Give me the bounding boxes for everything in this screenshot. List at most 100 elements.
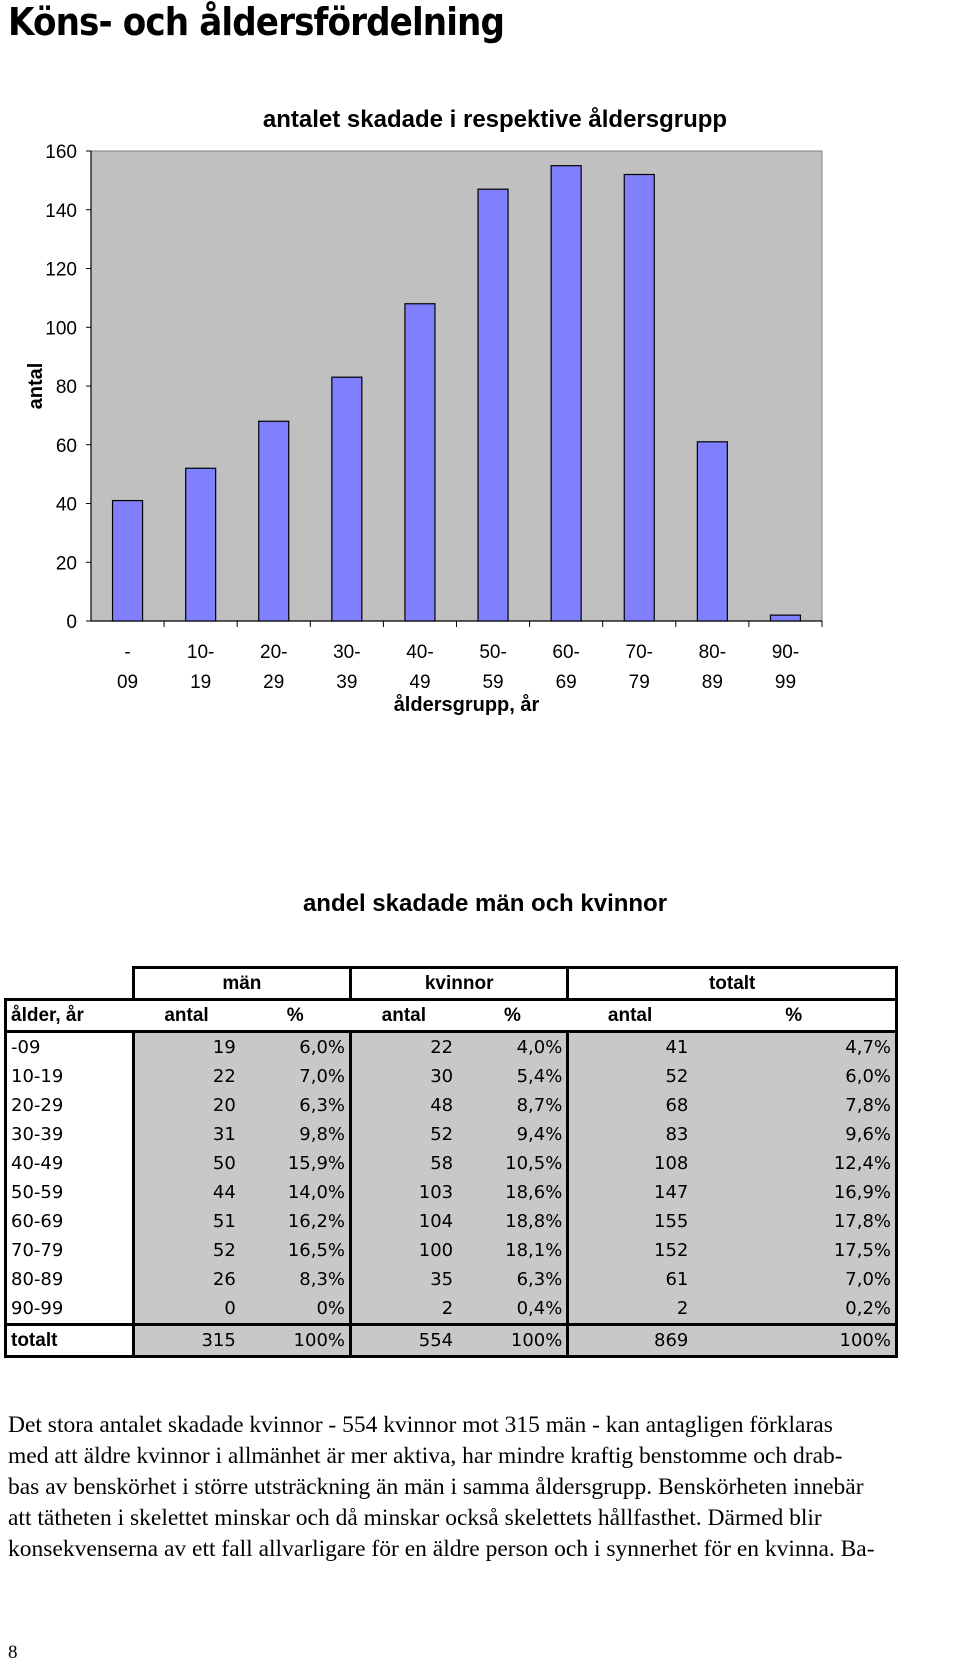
table-cell-value: 4,0% [457,1030,568,1062]
column-header-age: ålder, år [4,998,134,1032]
table-cell-value: 19 [131,1030,240,1062]
table-cell-age: 90-99 [4,1294,134,1325]
table-cell-value: 4,7% [692,1030,899,1062]
table-total-row: totalt 315 100% 554 100% 869 100% [4,1323,899,1358]
y-tick-label: 80 [56,377,77,398]
table-cell-value: 58 [349,1149,458,1178]
table-cell-age: 50-59 [4,1178,134,1207]
table-cell-value: 16,9% [692,1178,899,1207]
chart-title: antalet skadade i respektive åldersgrupp [262,106,728,133]
table-row: 80-89 26 8,3% 35 6,3% 61 7,0% [4,1265,899,1294]
table-cell-value: 41 [566,1030,693,1062]
y-tick-label: 160 [45,142,77,163]
table-cell-value: 18,1% [457,1236,568,1265]
table-cell-value: 100% [239,1323,351,1358]
table-cell-value: 83 [566,1120,693,1149]
table-cell-value: 16,2% [239,1207,351,1236]
body-line: bas av benskörhet i större utsträckning … [8,1474,864,1500]
column-header-men-count: antal [133,998,240,1032]
table-cell-value: 51 [131,1207,240,1236]
table-cell-value: 12,4% [692,1149,899,1178]
table-cell-value: 2 [349,1294,458,1325]
column-header-row: ålder, år antal % antal % antal % [4,998,899,1032]
table-cell-value: 9,4% [457,1120,568,1149]
bar [111,499,144,622]
table-row: -09 19 6,0% 22 4,0% 41 4,7% [4,1030,899,1062]
x-tick-label: 59 [482,672,503,693]
table-cell-value: 44 [131,1178,240,1207]
table-cell-age: 60-69 [4,1207,134,1236]
table-cell-age: totalt [4,1323,134,1358]
y-tick-label: 140 [45,201,77,222]
x-tick-label: 49 [409,672,430,693]
x-tick-label: 99 [775,672,796,693]
table-cell-value: 68 [566,1091,693,1120]
table-cell-value: 6,0% [239,1030,351,1062]
table-cell-value: 315 [131,1323,240,1358]
table-cell-age: 30-39 [4,1120,134,1149]
table-cell-value: 7,0% [239,1062,351,1091]
column-header-women-count: antal [350,998,458,1032]
table-cell-value: 15,9% [239,1149,351,1178]
table-cell-value: 2 [566,1294,693,1325]
table-cell-value: 104 [349,1207,458,1236]
x-tick-label: 90- [772,642,799,663]
y-tick-label: 20 [56,553,77,574]
table-cell-value: 0,4% [457,1294,568,1325]
bar [404,303,436,622]
x-tick-label: 39 [336,672,357,693]
x-tick-label: 20- [260,642,287,663]
x-tick-label: 10- [187,642,214,663]
body-line: konsekvenserna av ett fall allvarligare … [8,1536,875,1562]
table-cell-value: 52 [349,1120,458,1149]
x-tick-label: 89 [702,672,723,693]
x-tick-label: 40- [406,642,433,663]
table-cell-value: 100 [349,1236,458,1265]
table-cell-value: 50 [131,1149,240,1178]
body-paragraph: Det stora antalet skadade kvinnor - 554 … [8,1410,958,1565]
table-cell-value: 554 [349,1323,458,1358]
table-cell-age: -09 [4,1030,134,1062]
table-cell-value: 8,3% [239,1265,351,1294]
x-tick-label: 50- [479,642,506,663]
group-header-row: män kvinnor totalt [6,966,898,1000]
y-tick-label: 0 [66,612,77,633]
bar [331,376,363,622]
x-tick-label: 70- [626,642,653,663]
table-cell-value: 61 [566,1265,693,1294]
table-cell-value: 52 [131,1236,240,1265]
table-row: 70-79 52 16,5% 100 18,1% 152 17,5% [4,1236,899,1265]
table-cell-age: 80-89 [4,1265,134,1294]
table-cell-value: 7,8% [692,1091,899,1120]
table-cell-value: 9,6% [692,1120,899,1149]
page-number: 8 [8,1642,18,1663]
column-header-men-percent: % [239,998,351,1032]
table-cell-age: 20-29 [4,1091,134,1120]
table-cell-value: 0,2% [692,1294,899,1325]
y-tick-label: 40 [56,495,77,516]
table-cell-value: 17,8% [692,1207,899,1236]
table-cell-value: 22 [349,1030,458,1062]
table-cell-value: 147 [566,1178,693,1207]
column-header-total-percent: % [692,998,899,1032]
bar [185,467,217,622]
bar [623,173,655,622]
table-cell-value: 48 [349,1091,458,1120]
table-cell-value: 10,5% [457,1149,568,1178]
table-cell-value: 14,0% [239,1178,351,1207]
table-cell-value: 6,3% [239,1091,351,1120]
y-tick-label: 60 [56,436,77,457]
table-cell-value: 103 [349,1178,458,1207]
x-tick-label: 09 [117,672,138,693]
table-cell-value: 8,7% [457,1091,568,1120]
table-cell-value: 5,4% [457,1062,568,1091]
column-header-women-percent: % [457,998,568,1032]
bar [477,188,509,622]
age-gender-table: män kvinnor totalt ålder, år antal % ant… [4,966,899,1358]
bar [769,614,802,622]
x-tick-label: 69 [556,672,577,693]
x-tick-label: 19 [190,672,211,693]
table-row: 40-49 50 15,9% 58 10,5% 108 12,4% [4,1149,899,1178]
table-row: 10-19 22 7,0% 30 5,4% 52 6,0% [4,1062,899,1091]
group-header-total: totalt [566,966,898,1000]
